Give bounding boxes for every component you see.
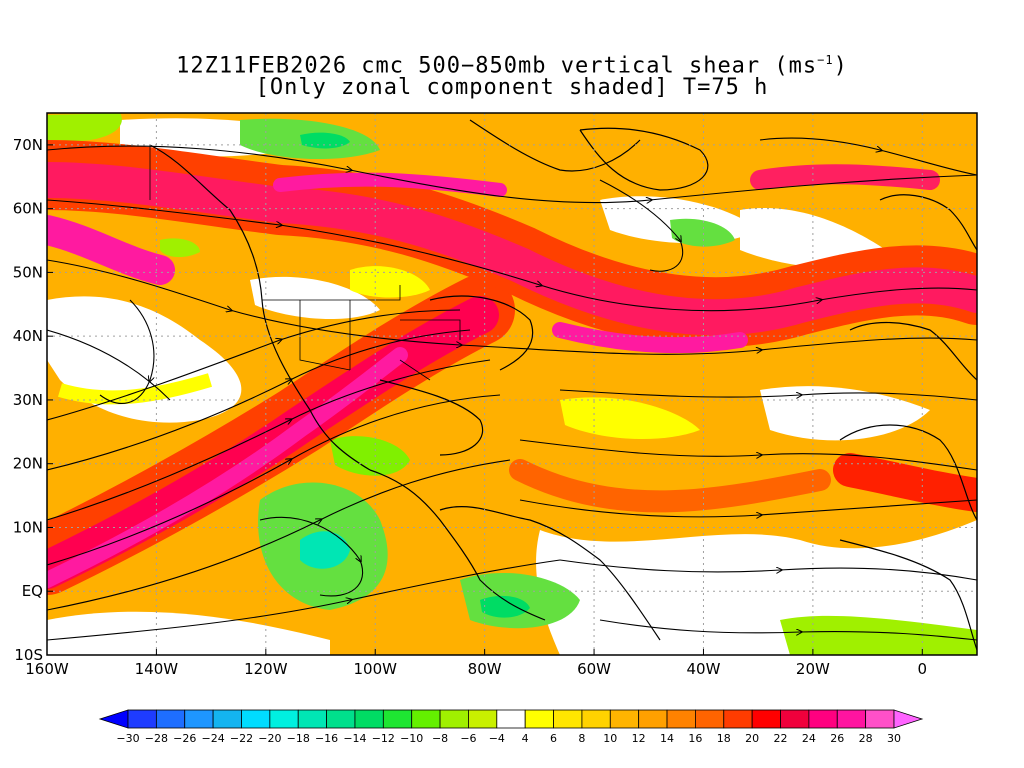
color-bar-label: 28 — [859, 732, 873, 745]
color-bar-label: −22 — [230, 732, 253, 745]
map-frame — [46, 112, 978, 656]
lat-tick-label: 20N — [13, 455, 43, 473]
color-bar-label: 26 — [830, 732, 844, 745]
title-unit-exponent: −1 — [817, 53, 834, 67]
lat-tick-label: 10S — [14, 646, 43, 664]
lat-tick-label: EQ — [22, 582, 43, 600]
color-bar-label: −12 — [372, 732, 395, 745]
color-bar-swatch — [836, 709, 867, 729]
lon-tick-label: 140W — [135, 660, 179, 678]
color-bar-swatch — [581, 709, 611, 729]
title-close-paren: ) — [833, 53, 848, 79]
color-bar-swatch — [808, 709, 838, 729]
color-bar-label: 4 — [522, 732, 529, 745]
color-bar-label: −16 — [315, 732, 338, 745]
color-bar-label: −26 — [173, 732, 196, 745]
color-bar-swatch — [269, 709, 299, 729]
color-bar-swatch — [297, 709, 327, 729]
color-bar-swatch — [695, 709, 725, 729]
color-bar-label: 20 — [745, 732, 759, 745]
color-bar-label: −30 — [116, 732, 139, 745]
title-text: 12Z11FEB2026 cmc 500−850mb vertical shea… — [176, 53, 818, 79]
color-bar-swatch — [553, 709, 583, 729]
color-bar-label: 10 — [603, 732, 617, 745]
color-bar-swatch — [496, 709, 526, 729]
color-bar-swatch — [382, 709, 413, 729]
color-bar-label: 6 — [550, 732, 557, 745]
lat-tick-label: 60N — [13, 200, 43, 218]
color-bar-swatch — [241, 709, 271, 729]
color-bar-max-arrow — [893, 709, 924, 729]
color-bar-swatch — [354, 709, 384, 729]
lon-tick-label: 160W — [25, 660, 69, 678]
lat-tick-label: 70N — [13, 136, 43, 154]
lon-tick-label: 120W — [244, 660, 288, 678]
color-bar-label: −10 — [400, 732, 423, 745]
color-bar-label: −14 — [343, 732, 366, 745]
lat-tick-label: 10N — [13, 518, 43, 536]
lat-tick-label: 50N — [13, 263, 43, 281]
negative-shear-regions — [47, 113, 977, 655]
lon-tick-label: 80W — [468, 660, 502, 678]
color-bar-label: −4 — [489, 732, 505, 745]
lon-tick-label: 100W — [354, 660, 398, 678]
color-bar-label: 24 — [802, 732, 816, 745]
color-bar-swatch — [468, 709, 498, 729]
color-bar-label: 22 — [774, 732, 788, 745]
lon-tick-label: 20W — [796, 660, 830, 678]
color-bar-swatch — [212, 709, 242, 729]
color-bar-label: −20 — [258, 732, 281, 745]
color-bar-label: −28 — [145, 732, 168, 745]
color-bar-label: −24 — [202, 732, 225, 745]
longitude-axis: 160W 140W 120W 100W 80W 60W 40W 20W 0 — [25, 649, 927, 678]
color-bar-swatch — [666, 709, 696, 729]
map-title-line2: [Only zonal component shaded] T=75 h — [255, 75, 769, 100]
color-bar-label: 16 — [688, 732, 702, 745]
color-bar-swatch — [751, 709, 781, 729]
color-bar-label: 8 — [578, 732, 585, 745]
color-bar-swatch — [127, 709, 157, 729]
color-bar-min-arrow — [98, 709, 129, 729]
color-bar-swatch — [723, 709, 753, 729]
lon-tick-label: 40W — [687, 660, 721, 678]
color-bar-swatch — [411, 709, 441, 729]
color-bar-label: 12 — [632, 732, 646, 745]
color-bar-swatch — [326, 709, 356, 729]
color-bar-label: 30 — [887, 732, 901, 745]
color-bar-swatch — [524, 709, 554, 729]
streamlines — [47, 137, 977, 641]
color-bar-label: 18 — [717, 732, 731, 745]
color-bar-swatch — [865, 709, 895, 729]
color-bar-label: −18 — [287, 732, 310, 745]
color-bar-label: 14 — [660, 732, 674, 745]
color-bar-swatch — [609, 709, 640, 729]
color-bar-labels: −30 −28 −26 −24 −22 −20 −18 −16 −14 −12 −10 −8 −6 −4 4… — [116, 732, 901, 745]
color-bar-swatch — [184, 709, 214, 729]
color-bar — [98, 709, 924, 729]
color-bar-label: −6 — [460, 732, 476, 745]
color-bar-swatch — [780, 709, 810, 729]
color-bar-swatch — [439, 709, 469, 729]
color-bar-label: −8 — [432, 732, 448, 745]
color-bar-swatch — [155, 709, 186, 729]
latitude-axis: 70N 60N 50N 40N 30N 20N 10N EQ 10S — [13, 136, 53, 664]
map-plot-area — [47, 113, 977, 655]
lat-tick-label: 30N — [13, 391, 43, 409]
map-title-line1: 12Z11FEB2026 cmc 500−850mb vertical shea… — [0, 48, 1024, 78]
lon-tick-label: 0 — [918, 660, 928, 678]
lon-tick-label: 60W — [577, 660, 611, 678]
color-bar-swatch — [638, 709, 668, 729]
lat-tick-label: 40N — [13, 327, 43, 345]
